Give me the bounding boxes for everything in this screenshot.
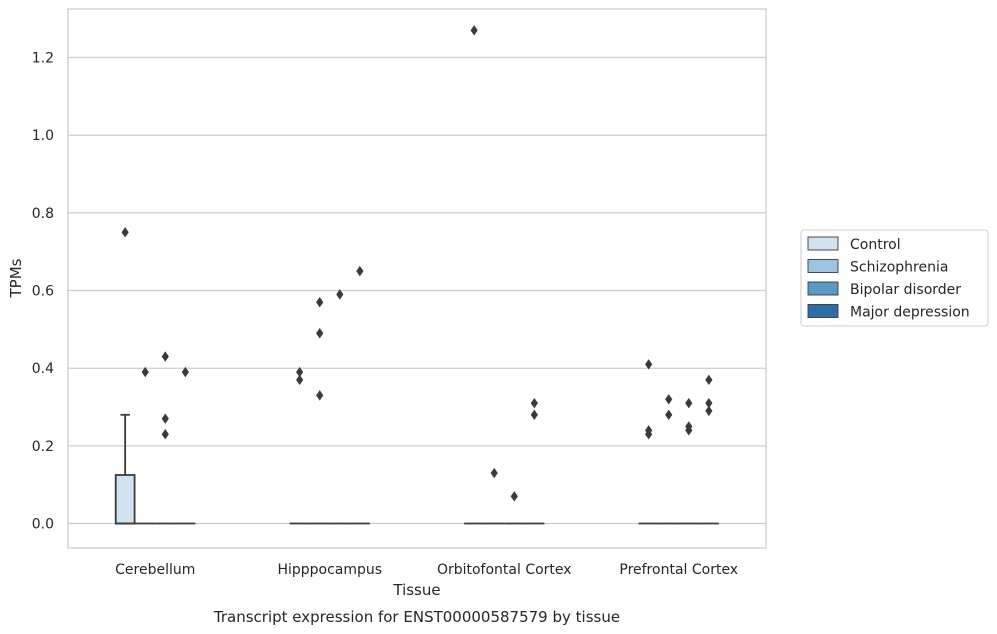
outlier-point bbox=[645, 425, 653, 436]
outlier-point bbox=[705, 374, 713, 386]
legend: Control Schizophrenia Bipolar disorder Majo… bbox=[800, 229, 989, 327]
legend-swatch bbox=[807, 304, 839, 318]
legend-swatch bbox=[807, 281, 839, 296]
outlier-point bbox=[685, 421, 693, 432]
y-tick-label: 1.0 bbox=[32, 128, 54, 144]
y-tick-label: 0.2 bbox=[32, 439, 54, 455]
legend-item: Major depression bbox=[807, 304, 970, 321]
y-tick-label: 0.0 bbox=[32, 517, 54, 533]
outlier-point bbox=[296, 374, 304, 386]
box-plot bbox=[114, 413, 136, 525]
box-plots bbox=[114, 413, 719, 525]
x-tick-label: Prefrontal Cortex bbox=[619, 562, 738, 578]
outlier-point bbox=[530, 397, 538, 409]
outlier-point bbox=[705, 405, 713, 417]
chart-caption: Transcript expression for ENST0000058757… bbox=[213, 608, 620, 626]
outlier-point bbox=[336, 289, 344, 300]
legend-label: Bipolar disorder bbox=[850, 282, 961, 298]
outlier-point bbox=[296, 366, 304, 378]
x-tick-labels: Cerebellum Hipppocampus Orbitofontal Corte… bbox=[115, 562, 738, 578]
outlier-point bbox=[470, 25, 478, 36]
x-tick-label: Hipppocampus bbox=[277, 562, 382, 578]
legend-swatch bbox=[807, 236, 839, 251]
y-axis-title: TPMs bbox=[7, 258, 25, 298]
outlier-point bbox=[316, 390, 324, 401]
legend-frame bbox=[800, 229, 989, 327]
outlier-point bbox=[685, 397, 693, 409]
legend-item: Bipolar disorder bbox=[807, 281, 961, 298]
outlier-point bbox=[705, 397, 713, 409]
outlier-point bbox=[645, 359, 653, 370]
x-tick-label: Orbitofontal Cortex bbox=[437, 562, 572, 578]
outlier-point bbox=[121, 227, 129, 238]
outlier-point bbox=[161, 429, 169, 440]
legend-item: Control bbox=[807, 236, 901, 253]
y-tick-label: 0.6 bbox=[32, 284, 54, 300]
box-body bbox=[114, 474, 136, 525]
grid-lines bbox=[68, 56, 766, 525]
outlier-point bbox=[530, 409, 538, 421]
outlier-point bbox=[510, 491, 518, 502]
legend-label: Schizophrenia bbox=[850, 260, 948, 276]
legend-label: Major depression bbox=[850, 305, 970, 321]
y-tick-label: 0.8 bbox=[32, 206, 54, 222]
legend-item: Schizophrenia bbox=[807, 259, 948, 276]
outlier-point bbox=[181, 366, 189, 378]
plot-frame bbox=[67, 8, 767, 549]
outlier-point bbox=[161, 351, 169, 362]
y-tick-labels: 0.0 0.2 0.4 0.6 0.8 1.0 1.2 bbox=[32, 51, 54, 533]
outlier-point bbox=[665, 394, 673, 405]
outlier-point bbox=[316, 328, 324, 339]
legend-swatch bbox=[807, 259, 839, 273]
outlier-point bbox=[356, 265, 364, 277]
y-tick-label: 1.2 bbox=[32, 51, 54, 67]
outlier-point bbox=[665, 409, 673, 421]
outlier-point bbox=[490, 467, 498, 479]
outlier-point bbox=[141, 366, 149, 378]
x-axis-title: Tissue bbox=[392, 581, 440, 599]
outlier-point bbox=[316, 296, 324, 308]
outlier-points bbox=[121, 25, 713, 502]
y-tick-label: 0.4 bbox=[32, 361, 54, 377]
x-tick-label: Cerebellum bbox=[115, 562, 195, 578]
legend-label: Control bbox=[850, 237, 901, 253]
outlier-point bbox=[161, 413, 169, 424]
